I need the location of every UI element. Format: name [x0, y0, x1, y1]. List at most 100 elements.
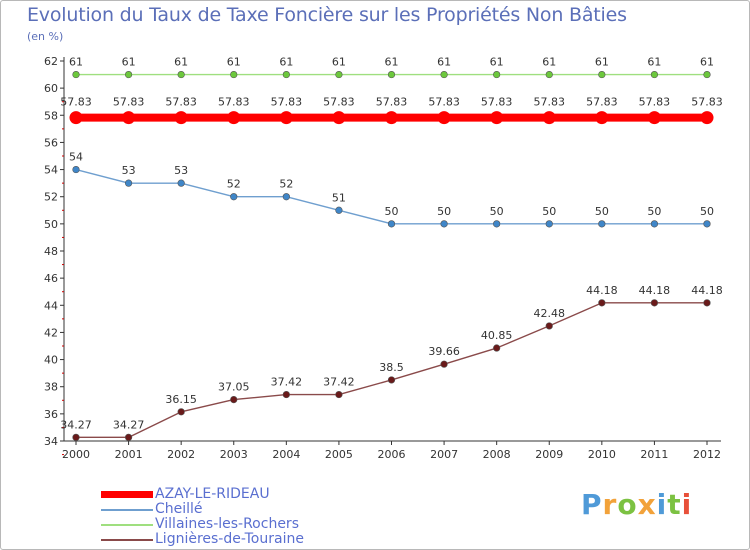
- data-point: [493, 70, 501, 79]
- data-point: [230, 193, 238, 201]
- data-point: [335, 70, 343, 79]
- data-label: 57.83: [376, 96, 408, 109]
- data-label: 40.85: [481, 329, 513, 342]
- data-label: 50: [490, 205, 504, 218]
- data-point: [440, 360, 448, 368]
- data-label: 50: [700, 205, 714, 218]
- data-label: 57.83: [113, 96, 145, 109]
- x-tick-label: 2000: [62, 448, 90, 461]
- x-tick-label: 2009: [535, 448, 563, 461]
- y-tick-label: 60: [44, 82, 58, 95]
- data-point: [282, 70, 290, 79]
- data-point: [230, 396, 238, 404]
- data-label: 44.18: [586, 284, 618, 297]
- data-label: 61: [595, 56, 609, 69]
- data-point: [545, 220, 553, 228]
- data-point: [282, 390, 290, 399]
- x-tick-label: 2001: [115, 448, 143, 461]
- legend-swatch-cheille: [101, 509, 153, 511]
- logo-letter: i: [681, 488, 693, 521]
- y-tick-label: 52: [44, 191, 58, 204]
- data-point: [335, 390, 343, 399]
- x-tick-label: 2008: [483, 448, 511, 461]
- data-point: [493, 344, 501, 352]
- y-tick-label: 54: [44, 164, 58, 177]
- chart-title: Evolution du Taux de Taxe Foncière sur l…: [27, 4, 627, 26]
- data-label: 53: [122, 164, 136, 177]
- data-label: 57.83: [586, 96, 618, 109]
- data-point: [230, 70, 238, 79]
- data-point: [122, 111, 136, 125]
- data-label: 52: [227, 178, 241, 191]
- y-tick-label: 58: [44, 109, 58, 122]
- data-label: 61: [437, 56, 451, 69]
- legend-swatch-villaines: [101, 524, 153, 526]
- data-point: [177, 179, 185, 187]
- x-tick-label: 2011: [640, 448, 668, 461]
- data-label: 52: [279, 178, 293, 191]
- data-point: [598, 70, 606, 79]
- data-label: 34.27: [60, 418, 92, 431]
- data-label: 37.42: [323, 376, 355, 389]
- line-chart: 34 36 38 40 42 44 46 48 50 52 54 56 58 60 62 2000 2001 20…: [44, 55, 723, 461]
- data-label: 50: [542, 205, 556, 218]
- data-point: [493, 220, 501, 228]
- data-point: [703, 299, 711, 307]
- data-point: [332, 111, 346, 125]
- data-point: [440, 220, 448, 228]
- data-point: [387, 70, 396, 79]
- data-point: [440, 70, 448, 79]
- data-point: [72, 165, 80, 174]
- data-label: 39.66: [428, 345, 460, 358]
- data-point: [72, 433, 80, 441]
- x-tick-label: 2004: [272, 448, 300, 461]
- x-tick-label: 2010: [588, 448, 616, 461]
- data-point: [703, 220, 711, 228]
- data-point: [437, 111, 451, 125]
- data-point: [69, 111, 83, 125]
- data-label: 61: [279, 56, 293, 69]
- x-tick-label: 2006: [378, 448, 406, 461]
- logo-letter: o: [617, 488, 638, 521]
- data-label: 61: [174, 56, 188, 69]
- y-tick-label: 38: [44, 381, 58, 394]
- logo-letter: P: [581, 488, 603, 521]
- data-point: [650, 299, 659, 307]
- x-tick-label: 2012: [693, 448, 721, 461]
- data-label: 50: [595, 205, 609, 218]
- y-tick-label: 34: [44, 435, 58, 448]
- legend-label-villaines: Villaines-les-Rochers: [155, 516, 299, 532]
- data-label: 44.18: [639, 284, 671, 297]
- logo-letter: i: [656, 488, 668, 521]
- data-label: 53: [174, 164, 188, 177]
- data-point: [227, 111, 241, 125]
- data-point: [595, 111, 609, 125]
- data-label: 57.83: [60, 96, 92, 109]
- data-label: 57.83: [534, 96, 566, 109]
- legend-swatch-lignieres: [101, 539, 153, 541]
- data-point: [542, 111, 556, 125]
- data-label: 57.83: [481, 96, 513, 109]
- logo-letter: x: [637, 488, 657, 521]
- data-label: 36.15: [165, 393, 197, 406]
- data-label: 50: [385, 205, 399, 218]
- data-label: 61: [647, 56, 661, 69]
- x-tick-label: 2007: [430, 448, 458, 461]
- chart-subtitle: (en %): [27, 30, 64, 43]
- data-label: 61: [332, 56, 346, 69]
- data-point: [385, 111, 398, 125]
- y-tick-label: 46: [44, 272, 58, 285]
- data-point: [545, 322, 553, 330]
- y-tick-label: 36: [44, 408, 58, 421]
- data-label: 38.5: [379, 361, 404, 374]
- data-label: 50: [647, 205, 661, 218]
- data-point: [72, 70, 80, 79]
- data-label: 61: [122, 56, 136, 69]
- legend-swatch-azay: [101, 491, 153, 498]
- y-tick-label: 48: [44, 245, 58, 258]
- x-tick-label: 2003: [220, 448, 248, 461]
- data-point: [335, 206, 343, 214]
- data-point: [124, 70, 133, 79]
- data-point: [124, 179, 133, 187]
